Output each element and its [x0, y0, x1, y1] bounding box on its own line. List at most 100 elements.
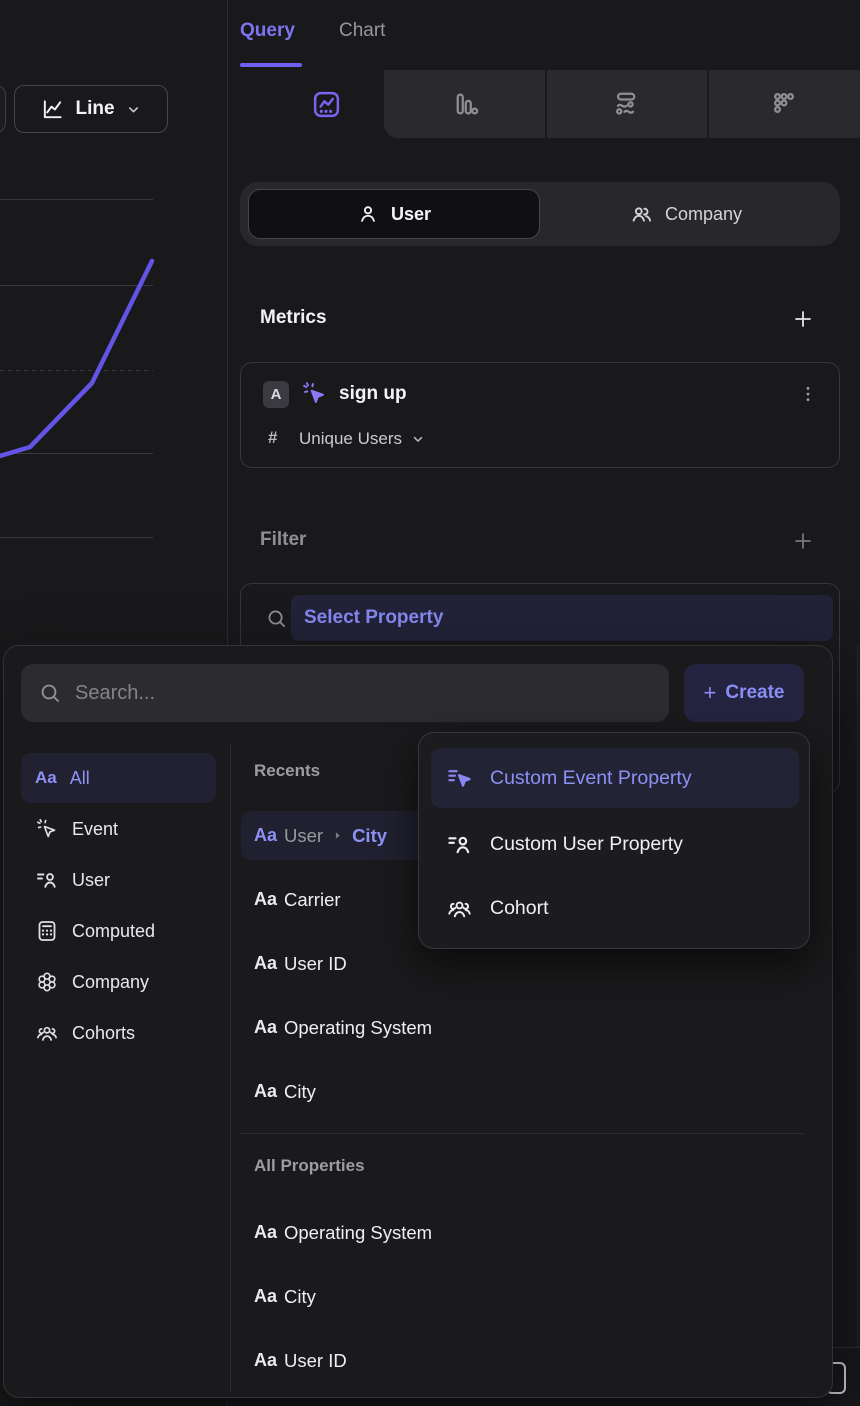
aggregation-selector[interactable]: Unique Users: [299, 429, 425, 449]
property-parent-label: User: [284, 824, 324, 846]
insights-icon: [311, 89, 342, 120]
line-chart-series: [0, 258, 155, 459]
custom-user-property-icon: [446, 831, 473, 858]
search-icon: [38, 681, 62, 710]
user-property-icon: [35, 868, 59, 892]
property-label: City: [284, 1080, 316, 1102]
active-tab-underline: [240, 63, 302, 67]
entity-toggle: User Company: [240, 182, 840, 246]
line-chart-icon: [41, 98, 64, 121]
tab-query[interactable]: Query: [240, 20, 295, 41]
chart-type-button[interactable]: Line: [14, 85, 168, 133]
entity-toggle-company[interactable]: Company: [540, 189, 832, 239]
custom-event-property-icon: [446, 765, 473, 792]
entity-toggle-user[interactable]: User: [248, 189, 540, 239]
computed-icon: [35, 919, 59, 943]
report-tab-funnels[interactable]: [384, 70, 545, 138]
text-property-icon: Aa: [254, 1222, 278, 1242]
person-icon: [357, 203, 379, 225]
property-select-popup: + Create Aa All Event User: [3, 645, 833, 1398]
plus-icon: [791, 529, 815, 553]
select-property-field[interactable]: Select Property: [291, 595, 833, 641]
property-label: Carrier: [284, 888, 341, 910]
event-icon: [35, 817, 59, 841]
text-property-icon: Aa: [254, 1017, 278, 1037]
property-row-city[interactable]: Aa City: [241, 1272, 807, 1321]
chart-type-label: Line: [75, 98, 115, 119]
tab-divider: [545, 70, 547, 138]
recents-title: Recents: [254, 761, 321, 780]
entity-user-label: User: [390, 203, 432, 224]
search-icon: [265, 607, 288, 635]
series-letter-badge: A: [263, 381, 289, 408]
report-tab-insights[interactable]: [268, 70, 384, 138]
category-label: User: [72, 869, 111, 890]
popup-search-box: [21, 664, 669, 722]
category-company[interactable]: Company: [21, 957, 216, 1007]
property-row-user-id[interactable]: Aa User ID: [241, 939, 807, 988]
text-property-icon: Aa: [254, 889, 278, 909]
funnels-icon: [450, 89, 480, 119]
company-cluster-icon: [35, 970, 59, 994]
popup-section-divider: [241, 1133, 804, 1134]
text-property-icon: Aa: [254, 1286, 278, 1306]
property-label: City: [284, 1285, 316, 1307]
add-metric-button[interactable]: [787, 303, 819, 335]
menu-item-label: Custom User Property: [490, 832, 683, 855]
plus-icon: +: [703, 680, 717, 705]
property-row-carrier[interactable]: Aa Carrier: [241, 875, 807, 924]
menu-item-label: Cohort: [490, 896, 549, 919]
breadcrumb-arrow-icon: [332, 830, 343, 841]
category-label: Company: [72, 971, 150, 992]
property-row-user-id[interactable]: Aa User ID: [241, 1336, 807, 1385]
text-property-icon: Aa: [254, 1350, 278, 1370]
property-label: Operating System: [284, 1221, 433, 1243]
menu-item-custom-user-property[interactable]: Custom User Property: [431, 814, 799, 874]
entity-company-label: Company: [664, 203, 743, 224]
all-properties-title: All Properties: [254, 1156, 365, 1175]
menu-item-custom-event-property[interactable]: Custom Event Property: [431, 748, 799, 808]
property-row-operating-system[interactable]: Aa Operating System: [241, 1208, 807, 1257]
category-label: Event: [72, 818, 119, 839]
plus-icon: [791, 307, 815, 331]
metric-event-name: sign up: [339, 383, 407, 404]
category-all[interactable]: Aa All: [21, 753, 216, 803]
search-input[interactable]: [75, 664, 655, 722]
metric-menu-button[interactable]: [793, 379, 823, 409]
property-row-operating-system[interactable]: Aa Operating System: [241, 1003, 807, 1052]
report-tab-flows[interactable]: [545, 70, 707, 138]
text-property-icon: Aa: [254, 1081, 278, 1101]
event-icon: [301, 380, 328, 412]
menu-item-cohort[interactable]: Cohort: [431, 878, 799, 938]
people-icon: [630, 203, 653, 226]
property-label: User ID: [284, 1349, 347, 1371]
category-label: Computed: [72, 920, 156, 941]
tab-chart[interactable]: Chart: [339, 20, 386, 41]
popup-column-divider: [230, 743, 231, 1391]
category-event[interactable]: Event: [21, 804, 216, 854]
report-tab-retention[interactable]: [707, 70, 860, 138]
background-footer-divider: [833, 1347, 860, 1348]
property-row-city[interactable]: Aa City: [241, 1067, 807, 1116]
add-filter-button[interactable]: [787, 525, 819, 557]
aggregation-label: Unique Users: [299, 429, 402, 448]
tab-divider: [707, 70, 709, 138]
category-label: Cohorts: [72, 1022, 136, 1043]
category-computed[interactable]: Computed: [21, 906, 216, 956]
chevron-down-icon: [128, 106, 138, 112]
text-property-icon: Aa: [254, 953, 278, 973]
cohorts-icon: [35, 1021, 59, 1045]
flows-icon: [611, 89, 641, 119]
create-button[interactable]: + Create: [684, 664, 804, 722]
property-label: City: [352, 824, 388, 846]
create-button-label: Create: [725, 682, 785, 703]
category-cohorts[interactable]: Cohorts: [21, 1008, 216, 1058]
metric-card[interactable]: A sign up # Unique Users: [240, 362, 840, 468]
category-label: All: [69, 767, 90, 788]
background-panel-edge: [857, 645, 858, 1347]
category-user[interactable]: User: [21, 855, 216, 905]
property-label: Operating System: [284, 1016, 433, 1038]
aggregation-symbol: #: [268, 428, 278, 447]
offscreen-button-fragment[interactable]: [0, 85, 6, 133]
